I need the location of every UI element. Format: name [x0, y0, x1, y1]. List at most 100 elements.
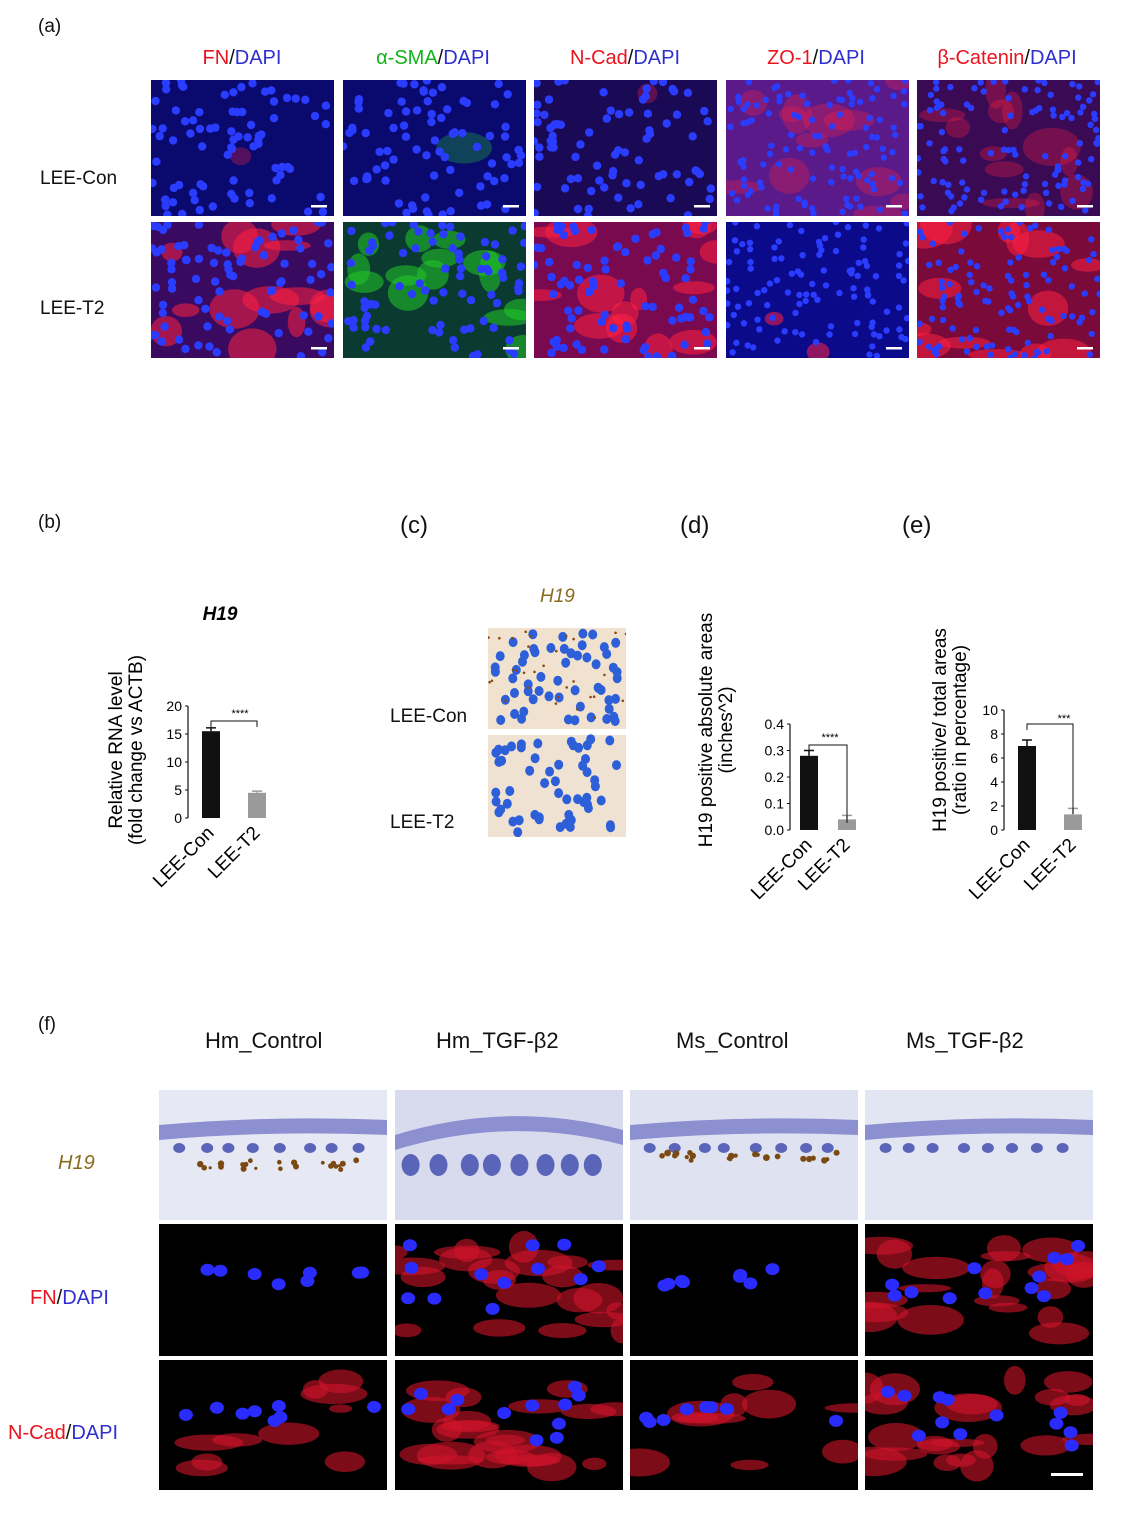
- chart-b-significance-bracket: [210, 720, 258, 727]
- chart-b-significance: ****: [231, 708, 249, 720]
- chart-d-bar-1: [838, 819, 856, 830]
- panel-f-row-ncad: N-Cad/DAPI: [8, 1422, 118, 1445]
- panel-f-image-r1-c1: [395, 1224, 623, 1356]
- fluor-image-r1-c1: [343, 222, 526, 358]
- scale-bar: [694, 205, 710, 208]
- chart-e-tick-label: 4: [990, 774, 998, 790]
- chart-b-bar-1: [248, 792, 266, 818]
- chart-e-tick-label: 2: [990, 798, 998, 814]
- stain-name: ZO-1: [767, 47, 813, 69]
- dapi-name: DAPI: [633, 47, 681, 69]
- chart-e-tick-label: 10: [982, 702, 998, 718]
- chart-b: H19 Relative RNA level (fold change vs A…: [106, 604, 266, 892]
- chart-d-tick-label: 0.0: [765, 822, 785, 838]
- fluor-image-r1-c0: [151, 222, 334, 358]
- ncad-dapi-text: DAPI: [71, 1422, 119, 1444]
- panel-b-letter: (b): [38, 512, 62, 533]
- chart-b-category-label-0: LEE-Con: [149, 823, 218, 892]
- ncad-sep: /: [65, 1422, 72, 1444]
- panel-f-col-hm-control: Hm_Control: [205, 1028, 323, 1053]
- dapi-name: DAPI: [234, 47, 282, 69]
- chart-d-tick-label: 0.4: [765, 716, 785, 732]
- fn-dapi-text: DAPI: [62, 1287, 109, 1309]
- scale-bar: [694, 347, 710, 350]
- panel-f-image-r0-c0: [159, 1090, 387, 1220]
- panel-f-image-r0-c1: [395, 1090, 623, 1220]
- chart-e-tick-label: 8: [990, 726, 998, 742]
- fluor-image-r0-c4: [917, 80, 1100, 216]
- panel-c-row-lee-con: LEE-Con: [390, 706, 468, 727]
- chart-e: H19 positive/ total areas (ratio in perc…: [930, 628, 1082, 904]
- chart-d-tick-label: 0.1: [765, 796, 785, 812]
- scale-bar: [886, 347, 902, 350]
- panel-f-row-h19: H19: [58, 1152, 95, 1174]
- panel-f-image-r2-c2: [630, 1360, 858, 1490]
- chart-b-category-label-1: LEE-T2: [204, 823, 264, 883]
- panel-a-letter: (a): [38, 16, 62, 37]
- chart-b-tick-label: 15: [166, 726, 182, 742]
- stain-name: FN: [202, 47, 230, 69]
- chart-e-ylabel-2: (ratio in percentage): [950, 645, 971, 815]
- panel-f-image-r1-c3: [865, 1224, 1093, 1356]
- chart-e-significance: ***: [1058, 713, 1072, 725]
- chart-e-bar-1: [1064, 814, 1082, 830]
- scale-bar: [1051, 1473, 1083, 1476]
- fluor-image-r0-c0: [151, 80, 334, 216]
- chart-e-category-label-1: LEE-T2: [1020, 835, 1080, 895]
- chart-b-tick-label: 0: [174, 810, 182, 826]
- chart-e-significance-bracket: [1026, 723, 1074, 814]
- chart-d-ylabel-2: (inches^2): [716, 686, 737, 773]
- panel-f-image-r2-c3: [865, 1360, 1093, 1490]
- panel-c-ish-images: [488, 628, 626, 837]
- stain-name: N-Cad: [569, 47, 628, 69]
- row-label-lee-con: LEE-Con: [40, 168, 118, 189]
- chart-b-tick-label: 5: [174, 782, 182, 798]
- stain-name: α-SMA: [376, 47, 438, 69]
- scale-bar: [1077, 205, 1093, 208]
- stain-separator: /: [1024, 47, 1030, 69]
- panel-f-image-r2-c1: [395, 1360, 623, 1490]
- chart-b-tick-label: 10: [166, 754, 182, 770]
- panel-a-header-1: α-SMA/DAPI: [338, 47, 528, 70]
- dapi-name: DAPI: [1029, 47, 1077, 69]
- chart-d-significance: ****: [821, 732, 839, 744]
- fluor-image-r0-c3: [726, 80, 909, 216]
- fluor-image-r0-c1: [343, 80, 526, 216]
- fluor-image-r1-c3: [726, 222, 909, 358]
- panel-f-image-r1-c0: [159, 1224, 387, 1356]
- panel-f-image-r1-c2: [630, 1224, 858, 1356]
- panel-a-header-4: β-Catenin/DAPI: [912, 47, 1102, 70]
- chart-d-tick-label: 0.3: [765, 743, 785, 759]
- fn-sep: /: [56, 1287, 63, 1309]
- panel-d-letter: (d): [680, 512, 710, 539]
- panel-a-header-3: ZO-1/DAPI: [721, 47, 911, 70]
- panel-f-image-r0-c2: [630, 1090, 858, 1220]
- ncad-stain-text: N-Cad: [8, 1422, 66, 1444]
- panel-f-image-r2-c0: [159, 1360, 387, 1490]
- chart-e-tick-label: 0: [990, 822, 998, 838]
- chart-d-bar-0: [800, 755, 818, 830]
- stain-separator: /: [229, 47, 235, 69]
- chart-d-significance-bracket: [808, 744, 848, 823]
- scale-bar: [311, 205, 327, 208]
- panel-f-col-ms-tgf: Ms_TGF-β2: [906, 1028, 1024, 1053]
- scale-bar: [311, 347, 327, 350]
- panel-f-col-hm-tgf: Hm_TGF-β2: [436, 1028, 559, 1053]
- stain-separator: /: [627, 47, 634, 69]
- panel-c-gene-title: H19: [540, 586, 575, 607]
- panel-e-letter: (e): [902, 512, 932, 539]
- chart-b-tick-label: 20: [166, 698, 182, 714]
- fluor-image-r0-c2: [534, 80, 717, 216]
- panel-c-row-lee-t2: LEE-T2: [390, 812, 455, 833]
- panel-f-row-fn: FN/DAPI: [30, 1287, 109, 1310]
- dapi-name: DAPI: [818, 47, 865, 69]
- fluor-image-r1-c2: [534, 222, 717, 358]
- chart-d-tick-label: 0.2: [765, 769, 785, 785]
- fluor-image-r1-c4: [917, 222, 1100, 358]
- dapi-name: DAPI: [443, 47, 490, 69]
- stain-name: β-Catenin: [937, 47, 1025, 69]
- chart-b-ylabel-1: Relative RNA level: [106, 671, 127, 828]
- stain-separator: /: [437, 47, 444, 69]
- panel-a-header-2: N-Cad/DAPI: [530, 47, 720, 70]
- chart-e-bar-0: [1018, 746, 1036, 830]
